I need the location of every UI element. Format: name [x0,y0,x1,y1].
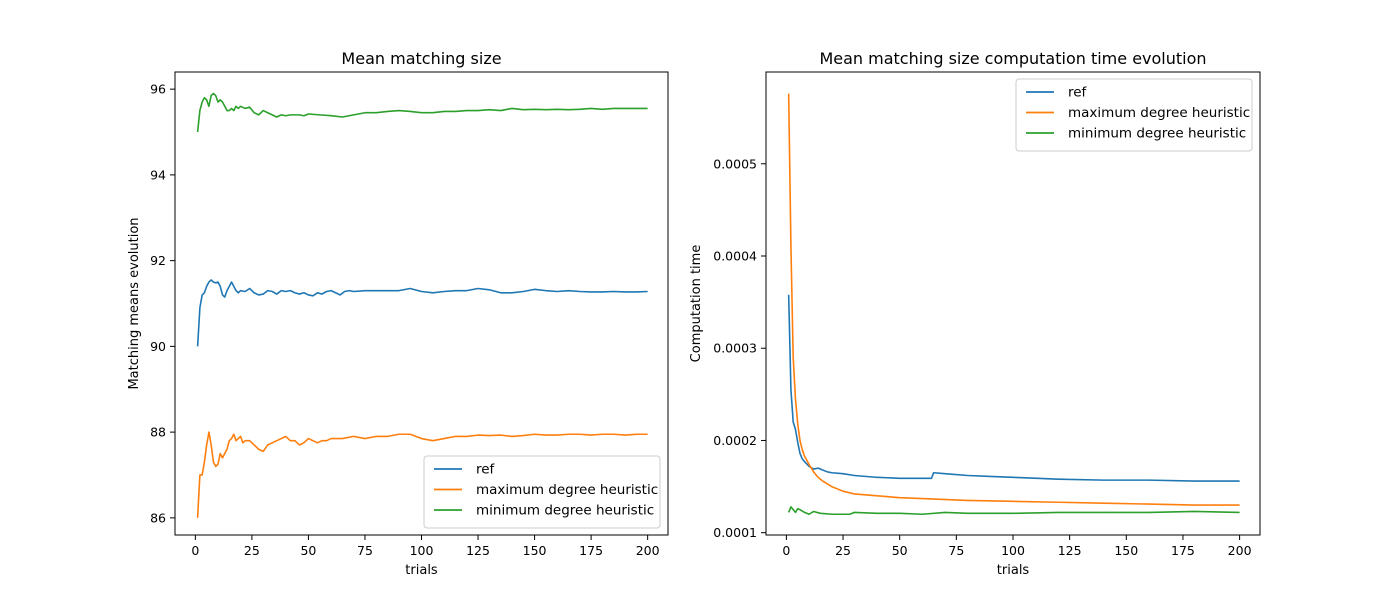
y-tick-label: 96 [150,82,166,97]
legend-label: maximum degree heuristic [1068,105,1250,121]
y-tick-label: 88 [150,425,166,440]
legend-label: maximum degree heuristic [476,482,658,498]
x-tick-label: 25 [244,543,260,558]
series-line-minimum-degree-heuristic [196,92,648,133]
x-tick-label: 0 [782,543,790,558]
chart-panel-1: 0 25 50 75 100 125 150 175 200 86 88 90 92 94 96 Mean m… [127,49,669,578]
x-tick-label: 25 [835,543,851,558]
x-tick-label: 100 [410,543,434,558]
legend-label: minimum degree heuristic [1068,126,1246,142]
series-line-ref [787,294,1240,482]
series-line-ref [196,279,648,347]
legend: ref maximum degree heuristic minimum degre… [423,455,661,529]
x-tick-label: 50 [892,543,908,558]
x-axis-label: trials [405,563,438,578]
x-tick-label: 200 [1228,543,1252,558]
legend-label: minimum degree heuristic [476,503,654,519]
legend-label: ref [1068,85,1088,101]
y-tick-label: 0.0005 [713,156,757,171]
y-tick-label: 92 [150,253,166,268]
legend-box [1015,78,1253,152]
y-tick-label: 94 [150,167,166,182]
y-tick-label: 86 [150,510,166,525]
x-tick-label: 150 [1114,543,1138,558]
x-tick-label: 75 [357,543,373,558]
legend-label: ref [476,462,496,478]
legend-box [423,455,661,529]
y-axis-label: Matching means evolution [127,217,142,389]
chart-panel-2: 0 25 50 75 100 125 150 175 200 0.0001 0.0002 0.0003… [689,49,1261,578]
x-tick-label: 125 [1058,543,1082,558]
y-axis-label: Computation time [689,245,704,363]
y-tick-label: 0.0002 [713,433,757,448]
series-line-maximum-degree-heuristic [196,431,648,518]
legend: ref maximum degree heuristic minimum degre… [1015,78,1253,152]
x-tick-label: 175 [579,543,603,558]
series-line-minimum-degree-heuristic [787,506,1240,516]
x-tick-label: 100 [1001,543,1025,558]
x-tick-label: 75 [948,543,964,558]
x-axis-label: trials [997,563,1030,578]
y-tick-label: 0.0003 [713,341,757,356]
chart-title: Mean matching size computation time evol… [819,49,1206,68]
y-tick-label: 0.0004 [713,249,757,264]
y-tick-label: 90 [150,339,166,354]
x-tick-label: 125 [466,543,490,558]
y-tick-label: 0.0001 [713,525,757,540]
x-tick-label: 150 [523,543,547,558]
chart-title: Mean matching size [341,49,501,68]
x-tick-label: 200 [636,543,660,558]
series-line-maximum-degree-heuristic [787,93,1240,506]
x-tick-label: 0 [191,543,199,558]
x-tick-label: 50 [300,543,316,558]
x-tick-label: 175 [1171,543,1195,558]
